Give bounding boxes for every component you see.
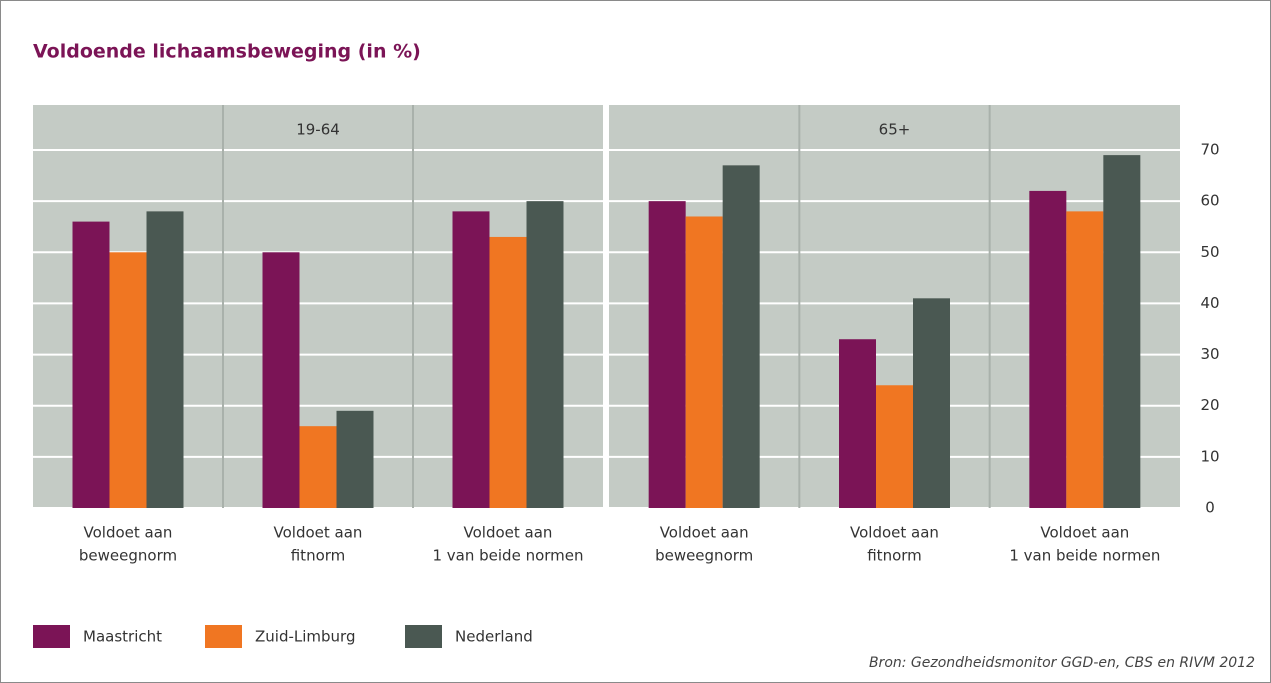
- bar: [876, 385, 913, 508]
- x-tick-label: Voldoet aan: [1040, 524, 1129, 542]
- bar: [146, 211, 184, 508]
- bar: [648, 201, 686, 508]
- x-tick-label: Voldoet aan: [84, 524, 173, 542]
- bar: [1029, 190, 1067, 508]
- y-tick-label: 70: [1200, 141, 1219, 159]
- legend-swatch: [33, 625, 70, 648]
- y-tick-label: 40: [1200, 294, 1219, 312]
- x-tick-label: fitnorm: [291, 547, 346, 565]
- y-tick-label: 30: [1200, 345, 1219, 363]
- bar: [913, 298, 950, 508]
- y-tick-label: 60: [1200, 192, 1219, 210]
- x-tick-label: 1 van beide normen: [432, 547, 583, 565]
- bar: [452, 211, 490, 508]
- group-label: 19-64: [296, 121, 340, 139]
- y-tick-label: 10: [1200, 447, 1219, 465]
- bar: [299, 426, 337, 508]
- bar: [489, 236, 527, 508]
- chart-title: Voldoende lichaamsbeweging (in %): [33, 41, 421, 63]
- y-tick-label: 20: [1200, 396, 1219, 414]
- bar: [109, 252, 147, 508]
- legend-label: Nederland: [455, 628, 533, 646]
- y-tick-label: 0: [1205, 499, 1215, 517]
- bar: [336, 410, 374, 508]
- legend-swatch: [405, 625, 442, 648]
- legend-swatch: [205, 625, 242, 648]
- x-tick-label: Voldoet aan: [850, 524, 939, 542]
- y-tick-label: 50: [1200, 243, 1219, 261]
- bar: [1103, 155, 1141, 508]
- x-tick-label: Voldoet aan: [464, 524, 553, 542]
- x-tick-label: Voldoet aan: [274, 524, 363, 542]
- legend-label: Zuid-Limburg: [255, 628, 355, 646]
- bar: [722, 165, 760, 509]
- bar: [685, 216, 723, 508]
- x-tick-label: 1 van beide normen: [1009, 547, 1160, 565]
- legend-label: Maastricht: [83, 628, 162, 646]
- bar: [72, 221, 110, 508]
- source: Bron: Gezondheidsmonitor GGD-en, CBS en …: [869, 655, 1255, 671]
- x-tick-label: fitnorm: [867, 547, 922, 565]
- x-tick-label: Voldoet aan: [660, 524, 749, 542]
- bar: [839, 339, 876, 508]
- bar: [526, 201, 564, 508]
- bar: [1066, 211, 1104, 508]
- group-label: 65+: [879, 121, 911, 139]
- x-tick-label: beweegnorm: [79, 547, 177, 565]
- x-tick-label: beweegnorm: [655, 547, 753, 565]
- bar: [262, 252, 300, 508]
